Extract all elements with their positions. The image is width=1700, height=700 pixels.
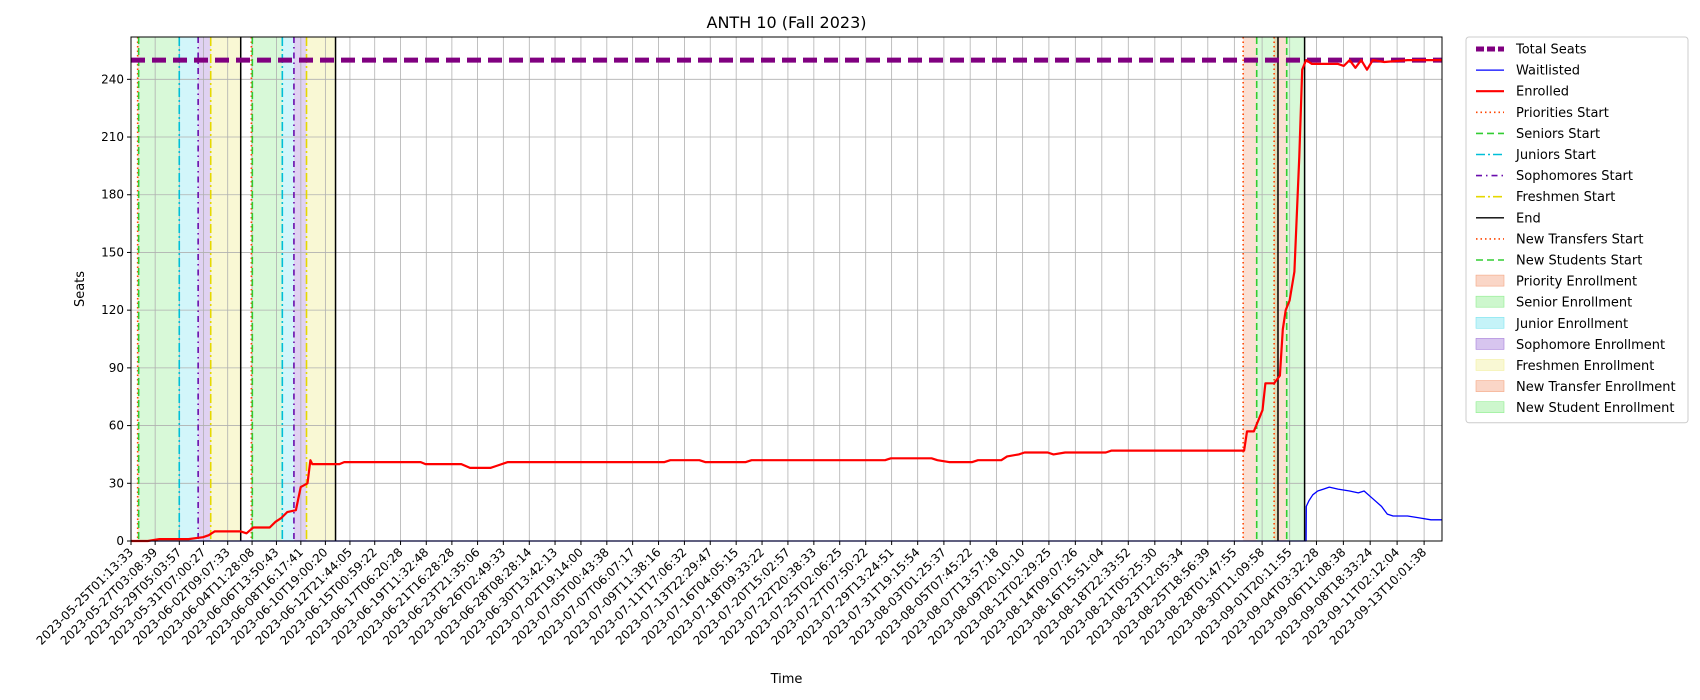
y-tick-label: 180 [101,188,124,202]
legend-label-end: End [1516,211,1541,226]
senior-enrollment-span [138,37,180,541]
priority-enrollment-span [1243,37,1257,541]
new-student-enrollment-span [1286,37,1305,541]
legend-swatch-senior-enrollment [1475,295,1505,308]
legend-swatch-new-student-enrollment [1475,401,1505,414]
waitlisted-series-line [131,486,1442,542]
legend-label-sophomore-enrollment: Sophomore Enrollment [1516,338,1665,353]
y-axis-ticks: 0 30 60 90 120 150 180 210 240 [101,72,131,548]
y-tick-label: 150 [101,245,124,259]
legend-label-junior-enrollment: Junior Enrollment [1515,317,1628,332]
legend-label-juniors-start: Juniors Start [1515,148,1596,163]
legend-label-new-transfers-start: New Transfers Start [1516,232,1643,247]
new-transfer-enrollment-span [1274,37,1287,541]
legend-label-seniors-start: Seniors Start [1516,127,1600,142]
y-tick-label: 240 [101,72,124,86]
freshmen-enrollment-span [210,37,241,541]
legend-label-new-students-start: New Students Start [1516,254,1642,269]
sophomore-enrollment-span [293,37,307,541]
legend-label-sophomores-start: Sophomores Start [1516,169,1633,184]
legend-label-new-student-enrollment: New Student Enrollment [1516,401,1674,416]
legend-label-total-seats: Total Seats [1515,43,1587,58]
junior-enrollment-span [179,37,199,541]
y-tick-label: 30 [109,476,124,490]
legend-label-priorities-start: Priorities Start [1516,106,1609,121]
legend-label-waitlisted: Waitlisted [1516,64,1580,79]
x-axis-label: Time [770,672,803,687]
legend: Total Seats Waitlisted Enrolled Priorities … [1465,36,1689,424]
y-tick-label: 0 [116,534,124,548]
data-series [131,57,1442,543]
freshmen-enrollment-span [306,37,336,541]
phase-marker-lines [136,37,1306,541]
enrolled-series-line [131,58,1442,543]
legend-box [1465,36,1689,424]
y-tick-label: 120 [101,303,124,317]
legend-swatch-new-transfer-enrollment [1475,380,1505,392]
enrollment-period-spans [137,37,1305,541]
junior-enrollment-span [282,37,294,541]
y-tick-label: 210 [101,130,124,144]
senior-enrollment-span [252,37,283,541]
sophomore-enrollment-span [198,37,211,541]
legend-label-freshmen-enrollment: Freshmen Enrollment [1516,359,1654,374]
plot-frame [130,36,1443,542]
legend-label-senior-enrollment: Senior Enrollment [1516,296,1632,311]
legend-label-freshmen-start: Freshmen Start [1516,190,1615,205]
y-axis-label: Seats [73,271,88,307]
y-tick-label: 60 [109,419,124,433]
legend-label-enrolled: Enrolled [1516,85,1569,100]
legend-swatch-priority-enrollment [1475,274,1505,287]
legend-label-new-transfer-enrollment: New Transfer Enrollment [1516,380,1676,395]
legend-swatch-junior-enrollment [1475,316,1505,329]
legend-swatch-sophomore-enrollment [1475,338,1505,350]
chart-title: ANTH 10 (Fall 2023) [707,13,867,32]
legend-swatch-freshmen-enrollment [1475,359,1505,371]
x-axis-ticks: 2023-05-25T01:13:332023-05-27T03:08:3920… [34,541,1429,648]
legend-label-priority-enrollment: Priority Enrollment [1516,275,1637,290]
y-tick-label: 90 [109,361,124,375]
